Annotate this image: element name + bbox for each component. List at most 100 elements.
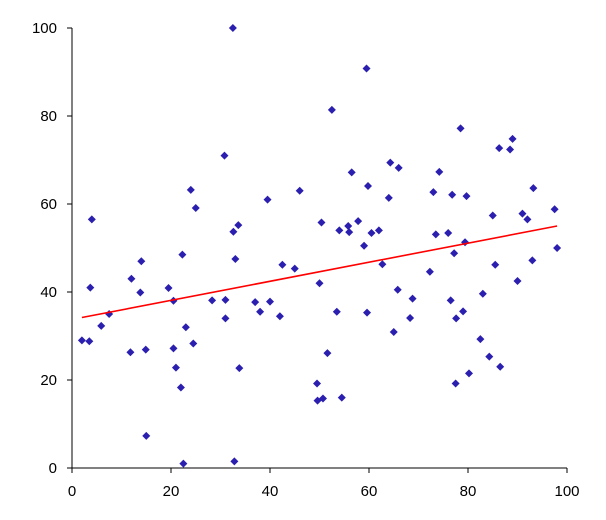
- data-point: [230, 457, 239, 466]
- data-point: [459, 307, 468, 316]
- data-point: [389, 328, 398, 337]
- axes: [71, 28, 567, 469]
- data-point: [220, 151, 229, 160]
- data-point: [431, 230, 440, 239]
- data-point: [394, 163, 403, 172]
- ticks: [67, 27, 568, 473]
- data-point: [327, 105, 336, 114]
- data-point: [235, 364, 244, 373]
- data-point: [221, 295, 230, 304]
- data-point: [444, 229, 453, 238]
- data-point: [85, 337, 94, 346]
- data-point: [171, 363, 180, 372]
- data-point: [221, 314, 230, 323]
- data-point: [337, 393, 346, 402]
- data-point: [169, 344, 178, 353]
- data-point: [275, 312, 284, 321]
- data-point: [181, 323, 190, 332]
- data-point: [425, 267, 434, 276]
- data-point: [518, 209, 527, 218]
- data-point: [393, 285, 402, 294]
- x-axis-tick-label: 80: [460, 483, 477, 500]
- data-point: [360, 241, 369, 250]
- data-point: [456, 124, 465, 133]
- data-point: [251, 298, 260, 307]
- data-point: [408, 294, 417, 303]
- data-point: [318, 394, 327, 403]
- y-axis-tick-label: 20: [40, 372, 57, 389]
- x-axis-tick-label: 100: [554, 483, 579, 500]
- data-point: [137, 257, 146, 266]
- tick-labels: 0 20 40 60 80 100 0 20 40 60 80 100: [32, 20, 580, 500]
- data-point: [323, 349, 332, 358]
- data-point: [295, 186, 304, 195]
- y-axis-tick-label: 40: [40, 284, 57, 301]
- data-point: [367, 229, 376, 238]
- data-point: [378, 260, 387, 269]
- data-point: [491, 260, 500, 269]
- data-point: [550, 205, 559, 214]
- data-point: [142, 431, 151, 440]
- data-point: [528, 256, 537, 265]
- data-point: [347, 168, 356, 177]
- data-point: [87, 215, 96, 224]
- data-point: [485, 352, 494, 361]
- data-point: [496, 362, 505, 371]
- data-point: [315, 279, 324, 288]
- data-point: [429, 188, 438, 197]
- data-point: [553, 244, 562, 252]
- data-point: [386, 158, 395, 167]
- data-point: [126, 348, 135, 357]
- data-point: [478, 289, 487, 298]
- y-axis-tick-label: 60: [40, 196, 57, 213]
- data-point: [290, 264, 299, 273]
- data-point: [263, 195, 272, 204]
- data-point: [464, 369, 473, 378]
- data-point: [450, 249, 459, 258]
- data-points: [77, 24, 562, 468]
- data-point: [513, 277, 522, 285]
- data-point: [186, 185, 195, 194]
- trendline-group: [81, 225, 558, 319]
- data-point: [452, 314, 461, 323]
- data-point: [178, 250, 187, 259]
- data-point: [332, 307, 341, 316]
- data-point: [234, 221, 243, 230]
- data-point: [451, 379, 460, 388]
- data-point: [508, 134, 517, 143]
- data-point: [354, 217, 363, 226]
- data-point: [506, 145, 515, 154]
- data-point: [77, 336, 86, 345]
- data-point: [476, 335, 485, 344]
- data-point: [278, 260, 287, 269]
- data-point: [384, 193, 393, 202]
- data-point: [363, 308, 372, 317]
- x-axis-tick-label: 60: [361, 483, 378, 500]
- data-point: [189, 339, 198, 348]
- data-point: [86, 283, 95, 292]
- data-point: [435, 167, 444, 176]
- data-point: [231, 255, 240, 263]
- data-point: [228, 24, 237, 32]
- x-axis-tick-label: 40: [262, 483, 279, 500]
- data-point: [529, 184, 538, 193]
- y-axis-tick-label: 80: [40, 108, 57, 125]
- data-point: [141, 345, 150, 354]
- x-axis-tick-label: 20: [163, 483, 180, 500]
- data-point: [313, 379, 322, 388]
- data-point: [345, 228, 354, 237]
- data-point: [362, 64, 371, 73]
- trendline: [81, 225, 558, 319]
- data-point: [266, 297, 274, 306]
- data-point: [256, 307, 265, 316]
- data-point: [229, 227, 238, 236]
- data-point: [208, 296, 217, 305]
- data-point: [364, 181, 373, 190]
- data-point: [374, 226, 383, 235]
- data-point: [127, 274, 136, 283]
- data-point: [406, 313, 415, 322]
- data-point: [523, 215, 532, 224]
- y-axis-tick-label: 100: [32, 20, 57, 37]
- data-point: [176, 383, 185, 392]
